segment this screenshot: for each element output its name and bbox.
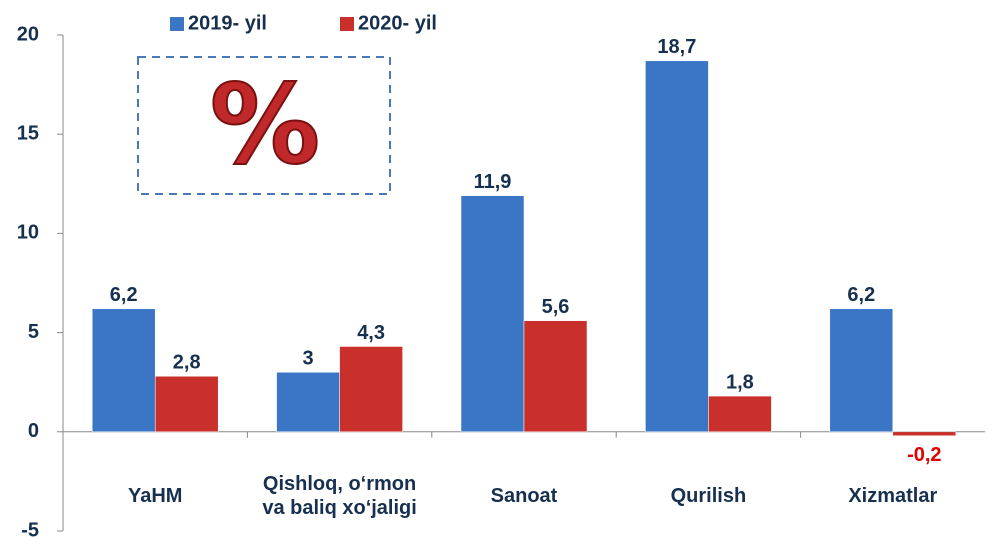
y-tick-label: 10 (17, 222, 39, 244)
y-tick-label: -5 (21, 519, 39, 537)
legend-label: 2019- yil (188, 12, 267, 34)
bar (523, 320, 588, 433)
bar (91, 308, 156, 433)
bar (892, 431, 957, 437)
value-label: 2,8 (173, 352, 201, 374)
value-label: 11,9 (474, 171, 512, 193)
y-tick-label: 15 (17, 122, 39, 144)
bar (154, 375, 219, 433)
percent-icon: % (210, 60, 320, 188)
legend-swatch (340, 17, 354, 31)
x-tick-label: Qurilish (670, 485, 747, 507)
legend-swatch (170, 17, 184, 31)
icon-box (137, 56, 391, 195)
bar (460, 195, 525, 433)
y-tick-label: 0 (28, 420, 39, 442)
value-label: 18,7 (657, 36, 696, 58)
value-label: 6,2 (110, 284, 138, 306)
y-tick-label: 20 (17, 23, 39, 45)
value-label: 4,3 (357, 322, 385, 344)
y-tick-label: 5 (28, 321, 39, 343)
bar (829, 308, 894, 433)
bar (645, 60, 709, 433)
value-label: 1,8 (726, 371, 754, 393)
bar (276, 372, 340, 433)
value-label: 6,2 (847, 284, 875, 306)
x-tick-label: Xizmatlar (848, 485, 938, 507)
bar (339, 346, 403, 433)
x-tick-label: YaHM (127, 485, 183, 507)
value-label: -0,2 (907, 444, 941, 466)
x-tick-label: Qishloq, o‘rmon va baliq xo‘jaligi (262, 473, 417, 519)
value-label: 5,6 (542, 296, 570, 318)
value-label: 3 (303, 348, 314, 370)
x-tick-label: Sanoat (490, 485, 558, 507)
bar (708, 395, 772, 433)
legend-label: 2020- yil (358, 12, 437, 34)
